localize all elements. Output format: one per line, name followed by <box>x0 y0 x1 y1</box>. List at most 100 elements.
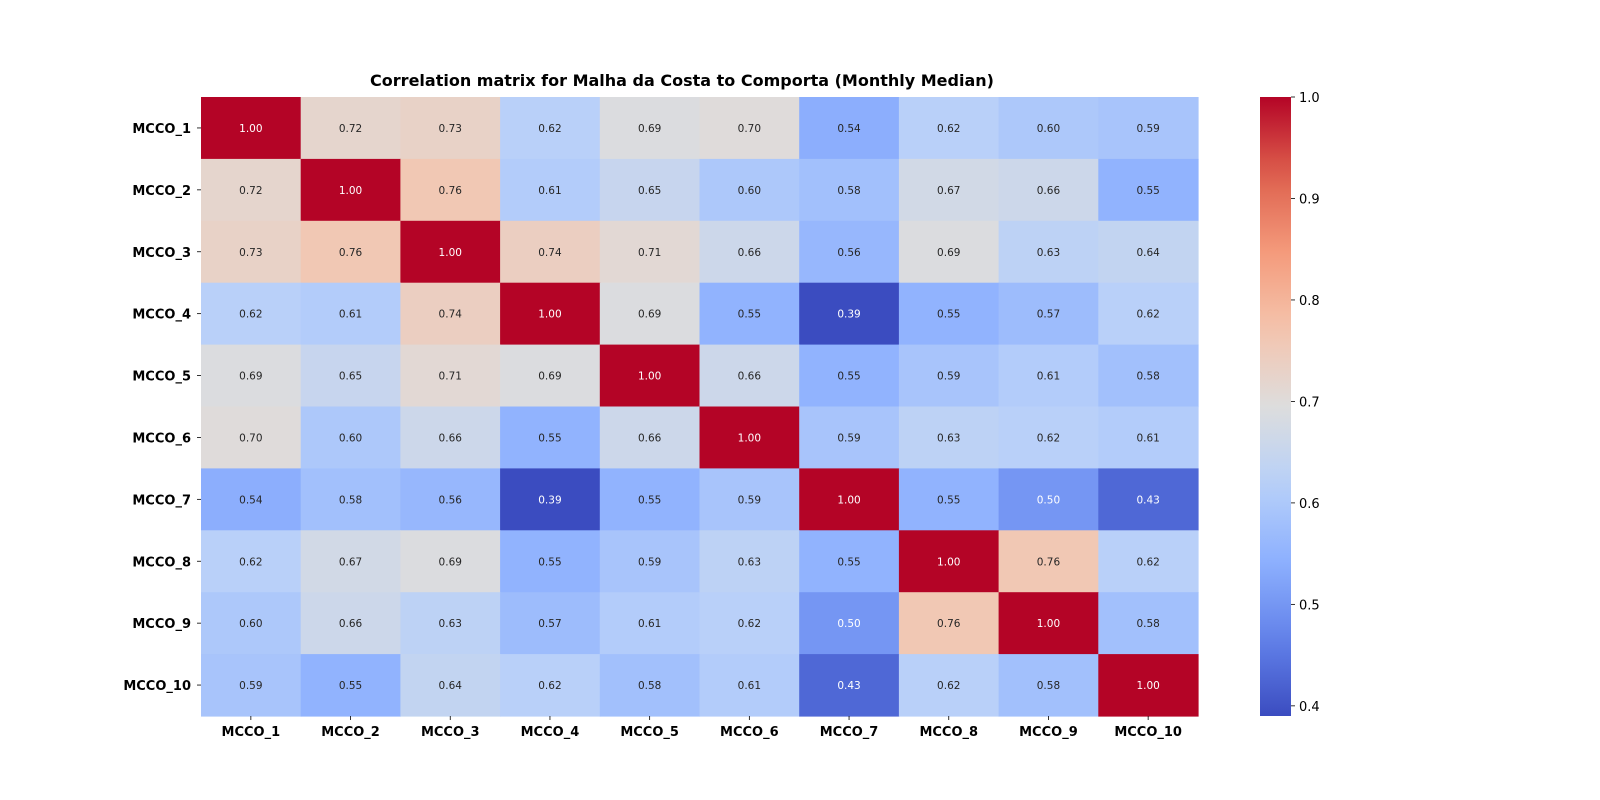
heatmap-cell <box>599 654 701 717</box>
heatmap-cell-label: 0.58 <box>638 680 661 692</box>
heatmap-cell <box>898 344 1000 408</box>
y-tick-label: MCCO_6 <box>132 431 191 446</box>
heatmap-cell <box>898 220 1000 284</box>
heatmap-cell <box>998 406 1099 469</box>
heatmap-cell <box>500 344 601 408</box>
heatmap-cell-label: 0.69 <box>638 123 661 135</box>
heatmap-cell <box>201 220 302 284</box>
heatmap-cell <box>500 530 601 593</box>
heatmap-cell-label: 0.39 <box>538 494 561 506</box>
heatmap-cell <box>201 654 302 717</box>
heatmap-cell-label: 0.58 <box>837 185 860 197</box>
heatmap-cell <box>799 97 900 160</box>
y-tick-label: MCCO_1 <box>132 122 191 137</box>
heatmap-cell <box>500 282 601 346</box>
heatmap-cell <box>300 158 401 222</box>
heatmap-cell <box>998 158 1099 222</box>
heatmap-cell <box>898 158 1000 222</box>
heatmap-cell <box>799 654 900 717</box>
heatmap-cell <box>1098 654 1199 717</box>
heatmap-cell-label: 0.59 <box>1136 123 1159 135</box>
heatmap-cell-label: 0.76 <box>1037 556 1061 568</box>
heatmap-cell-label: 0.60 <box>738 185 761 197</box>
heatmap-cell-label: 1.00 <box>1136 680 1159 692</box>
heatmap-cell <box>300 592 401 655</box>
heatmap-cell <box>400 530 501 593</box>
heatmap-cell <box>500 592 601 655</box>
chart-title: Correlation matrix for Malha da Costa to… <box>370 71 994 90</box>
heatmap-cell-label: 1.00 <box>439 247 462 259</box>
heatmap-cell <box>1098 220 1199 284</box>
y-tick-label: MCCO_2 <box>132 184 191 199</box>
heatmap-cell-label: 0.71 <box>638 247 661 259</box>
heatmap-cell <box>1098 158 1199 222</box>
heatmap-cell-label: 0.69 <box>239 371 262 383</box>
colorbar: 0.4 0.5 0.6 0.7 0.8 0.9 1.0 <box>1260 91 1320 716</box>
colorbar-tick-label: 0.8 <box>1299 294 1320 309</box>
heatmap-cell-label: 0.61 <box>1037 371 1060 383</box>
heatmap-cell-label: 1.00 <box>638 371 661 383</box>
heatmap-cell <box>500 220 601 284</box>
x-axis: MCCO_1 MCCO_2 MCCO_3 MCCO_4 MCCO_5 MCCO_6 MCCO… <box>222 716 1182 740</box>
heatmap-cell <box>699 97 800 160</box>
heatmap-cell-label: 0.55 <box>937 309 960 321</box>
heatmap-cell <box>400 282 501 346</box>
heatmap-cell-label: 0.57 <box>1037 309 1060 321</box>
colorbar-tick-label: 0.9 <box>1299 192 1320 207</box>
heatmap-cell <box>599 468 701 531</box>
heatmap-cell-label: 0.59 <box>638 556 661 568</box>
heatmap-cell-label: 0.63 <box>1037 247 1060 259</box>
heatmap-cell-label: 0.55 <box>738 309 761 321</box>
heatmap-cell-label: 0.60 <box>239 618 262 630</box>
heatmap-cell <box>1098 344 1199 408</box>
heatmap-cell-label: 0.74 <box>439 309 463 321</box>
y-tick-label: MCCO_7 <box>132 493 191 508</box>
heatmap-cell <box>300 97 401 160</box>
heatmap-cell <box>599 530 701 593</box>
colorbar-tick-label: 1.0 <box>1299 91 1320 106</box>
heatmap-cell-label: 0.43 <box>1136 494 1159 506</box>
heatmap-cell <box>898 97 1000 160</box>
heatmap-cell-label: 0.59 <box>738 494 761 506</box>
x-tick-label: MCCO_10 <box>1114 725 1182 740</box>
heatmap-cell-label: 0.55 <box>538 556 561 568</box>
heatmap-cell-label: 0.55 <box>638 494 661 506</box>
x-tick-label: MCCO_7 <box>820 725 879 740</box>
heatmap-cell <box>400 468 501 531</box>
heatmap-cell-label: 0.59 <box>937 371 960 383</box>
heatmap-cell-labels: 1.00 0.72 0.73 0.62 0.69 0.70 0.54 0.62 0.60 0.59… <box>239 123 1160 692</box>
heatmap-cell-label: 0.50 <box>1037 494 1060 506</box>
heatmap-cell-label: 0.43 <box>837 680 860 692</box>
heatmap-cell-label: 1.00 <box>1037 618 1060 630</box>
x-tick-label: MCCO_4 <box>521 725 580 740</box>
heatmap-cell-label: 0.71 <box>439 371 462 383</box>
heatmap-cell <box>898 654 1000 717</box>
heatmap-cell-label: 0.61 <box>538 185 561 197</box>
heatmap-cell <box>400 97 501 160</box>
heatmap-cell <box>998 97 1099 160</box>
heatmap-cell <box>699 406 800 469</box>
x-tick-label: MCCO_3 <box>421 725 480 740</box>
heatmap-cell <box>500 468 601 531</box>
heatmap-cell-label: 0.60 <box>339 432 362 444</box>
x-tick-label: MCCO_6 <box>720 725 779 740</box>
heatmap-cell-label: 0.64 <box>1136 247 1160 259</box>
heatmap-cell-label: 0.62 <box>1037 432 1060 444</box>
heatmap-cell <box>799 406 900 469</box>
heatmap-cell <box>998 468 1099 531</box>
heatmap-cell <box>699 158 800 222</box>
heatmap-cell-label: 0.58 <box>339 494 362 506</box>
heatmap-cell <box>799 592 900 655</box>
heatmap-cell <box>799 220 900 284</box>
heatmap-cell-label: 0.66 <box>1037 185 1061 197</box>
heatmap-cell-label: 0.63 <box>738 556 761 568</box>
y-tick-label: MCCO_10 <box>123 679 191 694</box>
heatmap-cell-label: 0.65 <box>339 371 362 383</box>
heatmap-cell <box>300 406 401 469</box>
heatmap-cell <box>699 654 800 717</box>
colorbar-tick-label: 0.4 <box>1299 700 1320 715</box>
heatmap-cell-label: 0.61 <box>339 309 362 321</box>
heatmap-cell-label: 0.59 <box>837 432 860 444</box>
heatmap-cell <box>201 406 302 469</box>
